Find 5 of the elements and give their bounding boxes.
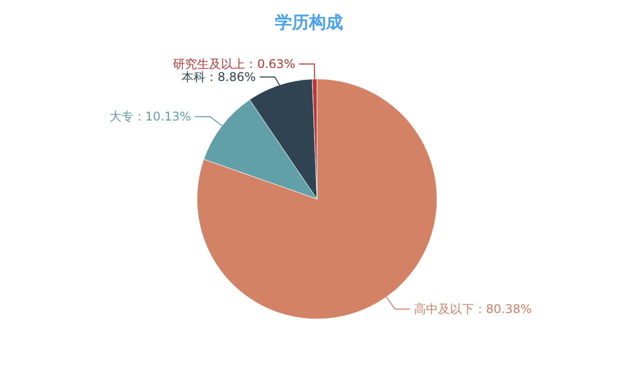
slice-label: 大专：10.13% [109,110,192,124]
slice-label: 研究生及以上：0.63% [173,57,296,72]
chart-title: 学历构成 [275,13,343,33]
slice-label: 本科：8.86% [182,70,256,84]
slice-label: 高中及以下：80.38% [414,302,532,316]
